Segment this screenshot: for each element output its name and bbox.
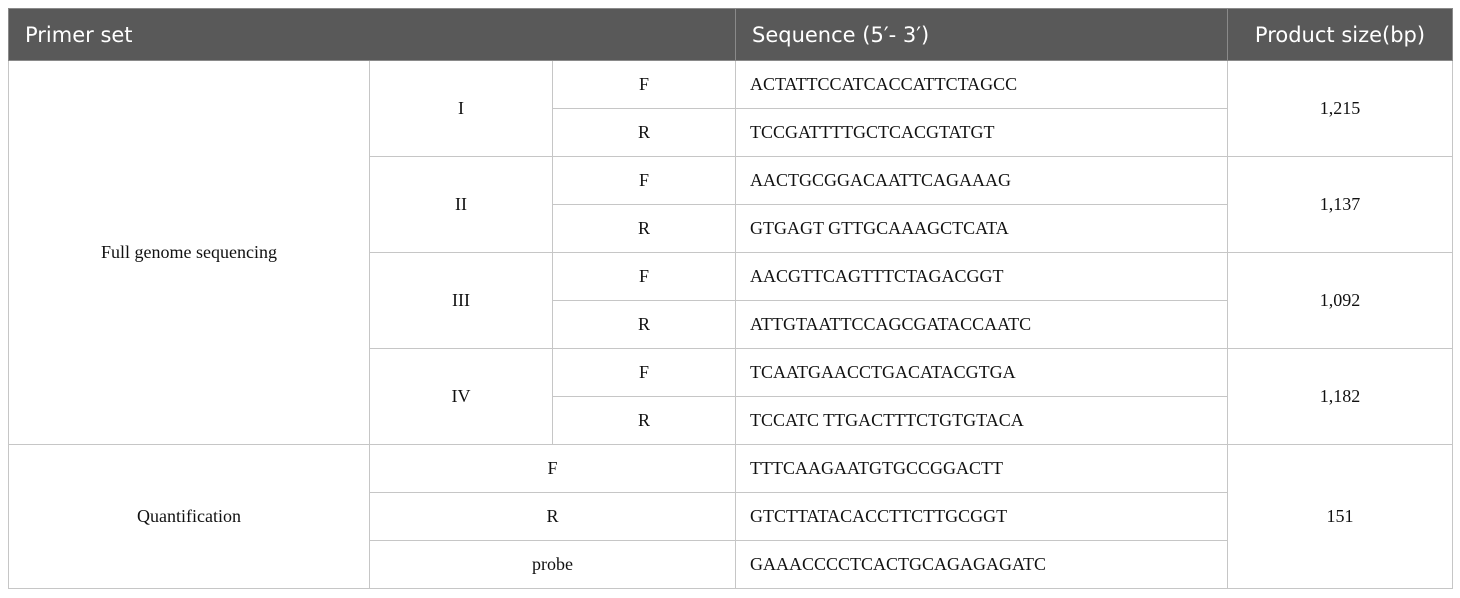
primer-direction: F xyxy=(552,60,736,109)
group-label-quantification: Quantification xyxy=(8,444,370,589)
primer-direction: R xyxy=(552,300,736,349)
primer-direction: F xyxy=(552,348,736,397)
table-row: probe GAAACCCCTCACTGCAGAGAGATC xyxy=(9,540,1453,589)
header-row: Primer set Sequence (5′- 3′) Product siz… xyxy=(8,8,1453,61)
primer-direction: R xyxy=(552,396,736,445)
primer-direction: R xyxy=(552,108,736,157)
table-row: IV F TCAATGAACCTGACATACGTGA 1,182 xyxy=(9,348,1453,445)
table-row: R GTCTTATACACCTTCTTGCGGT xyxy=(9,492,1453,541)
primer-direction: F xyxy=(369,444,736,493)
primer-sequence: TTTCAAGAATGTGCCGGACTT xyxy=(735,444,1228,493)
header-product-size: Product size(bp) xyxy=(1227,8,1453,61)
product-size: 151 xyxy=(1227,444,1453,589)
table-row: Quantification F TTTCAAGAATGTGCCGGACTT 1… xyxy=(8,444,1453,589)
primer-sequence: TCAATGAACCTGACATACGTGA xyxy=(735,348,1228,397)
primer-sequence: TCCGATTTTGCTCACGTATGT xyxy=(735,108,1228,157)
table-row: R TCCGATTTTGCTCACGTATGT xyxy=(9,108,1453,157)
group-label-full-genome: Full genome sequencing xyxy=(8,60,370,445)
header-sequence: Sequence (5′- 3′) xyxy=(735,8,1228,61)
primer-sequence: AACTGCGGACAATTCAGAAAG xyxy=(735,156,1228,205)
primer-direction: F xyxy=(552,252,736,301)
primer-sequence: GTGAGT GTTGCAAAGCTCATA xyxy=(735,204,1228,253)
table-row: R ATTGTAATTCCAGCGATACCAATC xyxy=(9,300,1453,349)
primer-direction: R xyxy=(369,492,736,541)
product-size: 1,137 xyxy=(1227,156,1453,253)
product-size: 1,182 xyxy=(1227,348,1453,445)
set-name: III xyxy=(369,252,553,349)
set-name: I xyxy=(369,60,553,157)
table-row: III F AACGTTCAGTTTCTAGACGGT 1,092 xyxy=(9,252,1453,349)
set-name: II xyxy=(369,156,553,253)
table-row: R GTGAGT GTTGCAAAGCTCATA xyxy=(9,204,1453,253)
product-size: 1,092 xyxy=(1227,252,1453,349)
primer-sequence: TCCATC TTGACTTTCTGTGTACA xyxy=(735,396,1228,445)
primer-direction: F xyxy=(552,156,736,205)
primer-sequence: GAAACCCCTCACTGCAGAGAGATC xyxy=(735,540,1228,589)
set-name: IV xyxy=(369,348,553,445)
primer-sequence: AACGTTCAGTTTCTAGACGGT xyxy=(735,252,1228,301)
primer-direction: probe xyxy=(369,540,736,589)
table-row: R TCCATC TTGACTTTCTGTGTACA xyxy=(9,396,1453,445)
primer-sequence: ATTGTAATTCCAGCGATACCAATC xyxy=(735,300,1228,349)
primer-table: Primer set Sequence (5′- 3′) Product siz… xyxy=(8,8,1453,589)
primer-sequence: GTCTTATACACCTTCTTGCGGT xyxy=(735,492,1228,541)
header-primer-set: Primer set xyxy=(8,8,736,61)
table-row: Full genome sequencing I F ACTATTCCATCAC… xyxy=(8,60,1453,445)
primer-direction: R xyxy=(552,204,736,253)
product-size: 1,215 xyxy=(1227,60,1453,157)
primer-sequence: ACTATTCCATCACCATTCTAGCC xyxy=(735,60,1228,109)
